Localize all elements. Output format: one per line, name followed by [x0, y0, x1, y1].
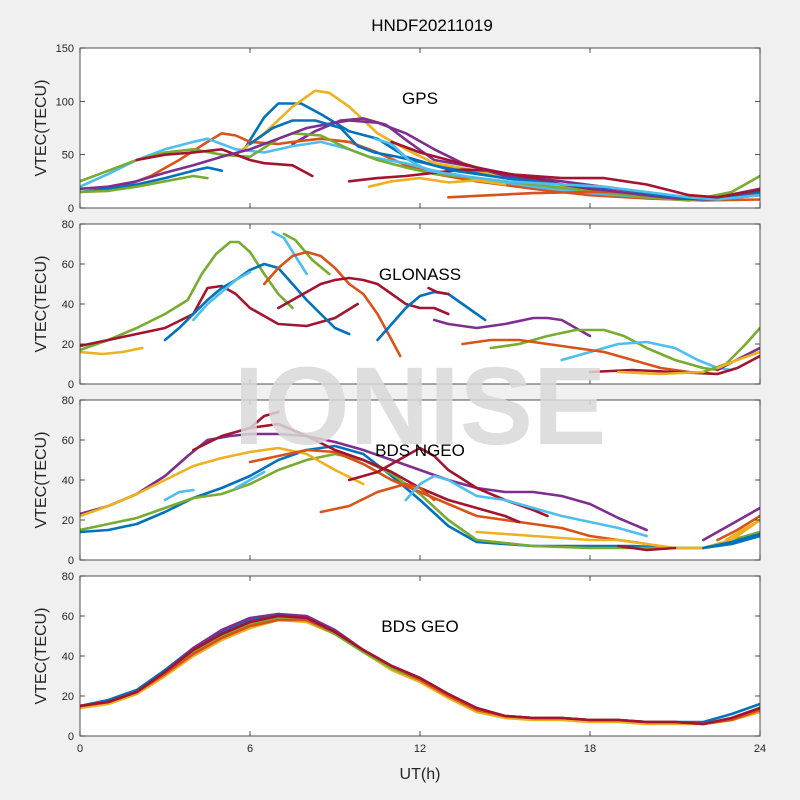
series-line	[432, 316, 592, 338]
series-group	[80, 410, 760, 552]
y-tick-label: 150	[56, 43, 74, 55]
y-tick-label: 0	[68, 203, 74, 215]
series-line	[702, 532, 760, 550]
series-line	[262, 250, 402, 358]
y-axis-label: VTEC(TECU)	[33, 608, 50, 705]
plot-area	[80, 400, 760, 560]
series-line	[163, 488, 195, 502]
y-axis-label: VTEC(TECU)	[33, 432, 50, 529]
panel-1: 0 50 100 150 VTEC(TECU) GPS	[33, 43, 761, 215]
series-line	[80, 240, 294, 352]
panel-2: 0 20 40 60 80 VTEC(TECU) GLONASS	[33, 219, 761, 391]
x-axis-label: UT(h)	[400, 766, 441, 783]
series-line	[702, 506, 760, 542]
y-tick-label: 20	[62, 691, 74, 703]
y-tick-label: 0	[68, 731, 74, 743]
series-line	[80, 174, 209, 194]
y-tick-label: 40	[62, 299, 74, 311]
series-line	[724, 518, 760, 542]
series-group	[80, 89, 760, 202]
y-tick-label: 60	[62, 435, 74, 447]
series-line	[617, 544, 677, 552]
panel-label: BDS NGEO	[375, 441, 465, 460]
series-line	[80, 166, 223, 194]
series-line	[248, 410, 280, 430]
y-axis-label: VTEC(TECU)	[33, 80, 50, 177]
series-line	[248, 448, 648, 546]
panel-label: GPS	[402, 89, 438, 108]
series-line	[427, 286, 450, 296]
series-line	[80, 446, 365, 518]
panel-label: BDS GEO	[381, 617, 458, 636]
series-line	[716, 350, 760, 370]
series-line	[716, 514, 760, 542]
series-line	[702, 326, 760, 374]
panel-4: 0 20 40 60 80 VTEC(TECU) BDS GEO	[33, 571, 761, 743]
plot-area	[80, 224, 760, 384]
figure-title: HNDF20211019	[371, 16, 493, 35]
y-tick-label: 40	[62, 651, 74, 663]
series-line	[80, 284, 359, 348]
y-axis-label: VTEC(TECU)	[33, 256, 50, 353]
series-line	[80, 119, 760, 201]
y-tick-label: 80	[62, 395, 74, 407]
series-line	[80, 132, 760, 202]
x-tick-label: 24	[754, 743, 766, 755]
series-line	[617, 370, 705, 376]
series-line	[390, 140, 760, 199]
series-line	[489, 328, 719, 372]
series-line	[192, 270, 252, 322]
y-tick-label: 60	[62, 611, 74, 623]
y-tick-label: 20	[62, 339, 74, 351]
y-tick-label: 80	[62, 219, 74, 231]
y-tick-label: 50	[62, 150, 74, 162]
panel-label: GLONASS	[379, 265, 461, 284]
x-tick-label: 18	[584, 743, 596, 755]
series-group	[80, 230, 760, 376]
series-line	[80, 432, 648, 532]
y-tick-label: 40	[62, 475, 74, 487]
y-tick-label: 100	[56, 96, 74, 108]
series-line	[404, 474, 648, 538]
y-tick-label: 80	[62, 571, 74, 583]
plot-area	[80, 48, 760, 208]
series-line	[80, 137, 760, 201]
y-tick-label: 0	[68, 379, 74, 391]
series-line	[271, 230, 308, 276]
series-line	[461, 338, 719, 376]
x-tick-label: 12	[414, 743, 426, 755]
series-line	[163, 262, 351, 342]
series-line	[234, 470, 266, 490]
series-line	[367, 176, 507, 188]
x-tick-label: 0	[77, 743, 83, 755]
series-group	[80, 612, 760, 726]
y-tick-label: 0	[68, 555, 74, 567]
y-tick-label: 60	[62, 259, 74, 271]
series-line	[135, 148, 314, 178]
series-line	[80, 346, 144, 356]
series-line	[277, 276, 450, 316]
watermark: IONISE	[234, 345, 607, 468]
series-line	[319, 482, 436, 514]
x-tick-label: 6	[247, 743, 253, 755]
series-line	[80, 614, 760, 726]
series-line	[80, 618, 760, 726]
series-line	[282, 232, 331, 276]
y-tick-label: 20	[62, 515, 74, 527]
panel-3: 0 20 40 60 80 VTEC(TECU) BDS NGEO	[33, 395, 761, 567]
series-line	[373, 137, 760, 201]
